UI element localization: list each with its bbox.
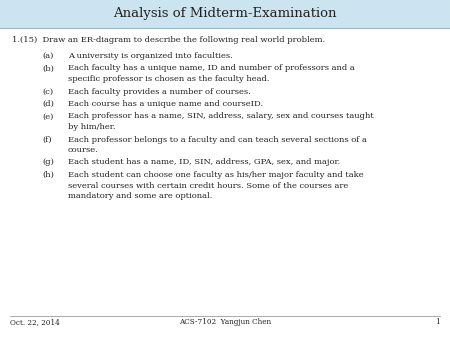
Text: Each student has a name, ID, SIN, address, GPA, sex, and major.: Each student has a name, ID, SIN, addres… [68,159,340,167]
Text: specific professor is chosen as the faculty head.: specific professor is chosen as the facu… [68,75,270,83]
Text: Each professor has a name, SIN, address, salary, sex and courses taught: Each professor has a name, SIN, address,… [68,113,374,121]
Text: mandatory and some are optional.: mandatory and some are optional. [68,192,212,200]
Text: (e): (e) [42,113,54,121]
Text: (b): (b) [42,65,54,72]
Text: (h): (h) [42,171,54,179]
Text: Each faculty has a unique name, ID and number of professors and a: Each faculty has a unique name, ID and n… [68,65,355,72]
Text: (f): (f) [42,136,52,144]
Text: Each course has a unique name and courseID.: Each course has a unique name and course… [68,100,263,108]
Text: 1.(15)  Draw an ER-diagram to describe the following real world problem.: 1.(15) Draw an ER-diagram to describe th… [12,36,325,44]
Text: Oct. 22, 2014: Oct. 22, 2014 [10,318,60,326]
FancyBboxPatch shape [0,0,450,28]
Text: ACS-7102  Yangjun Chen: ACS-7102 Yangjun Chen [179,318,271,326]
Text: (a): (a) [42,52,54,60]
Text: Each faculty provides a number of courses.: Each faculty provides a number of course… [68,88,251,96]
Text: (g): (g) [42,159,54,167]
Text: Analysis of Midterm-Examination: Analysis of Midterm-Examination [113,7,337,21]
Text: (c): (c) [42,88,53,96]
Text: (d): (d) [42,100,54,108]
Text: by him/her.: by him/her. [68,123,116,131]
Text: Each professor belongs to a faculty and can teach several sections of a: Each professor belongs to a faculty and … [68,136,367,144]
Text: A university is organized into faculties.: A university is organized into faculties… [68,52,233,60]
Text: Each student can choose one faculty as his/her major faculty and take: Each student can choose one faculty as h… [68,171,364,179]
Text: course.: course. [68,146,99,154]
Text: 1: 1 [435,318,440,326]
Text: several courses with certain credit hours. Some of the courses are: several courses with certain credit hour… [68,182,348,190]
